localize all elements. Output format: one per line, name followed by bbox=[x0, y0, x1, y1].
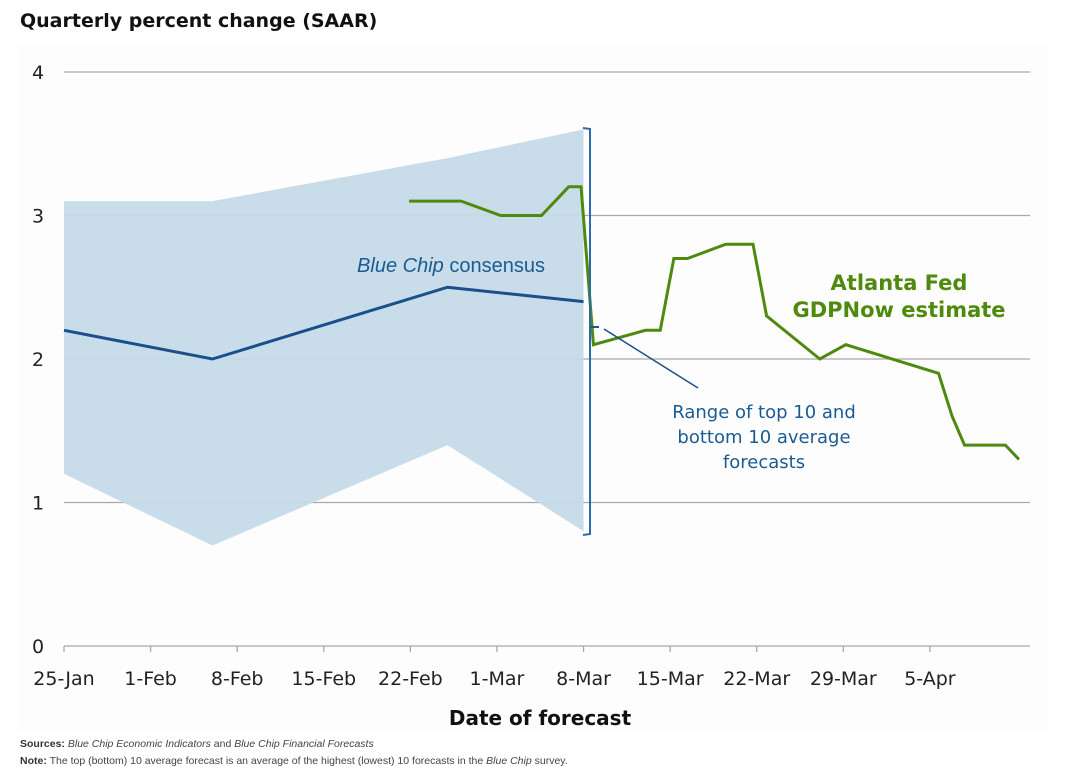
annotations: Blue Chip consensus Atlanta Fed GDPNow e… bbox=[357, 127, 1006, 536]
chart-title: Quarterly percent change (SAAR) bbox=[20, 10, 378, 32]
consensus-text: consensus bbox=[444, 255, 545, 277]
note-label: Note: bbox=[20, 755, 47, 767]
x-axis-title: Date of forecast bbox=[449, 706, 632, 730]
blue-chip-consensus-label: Blue Chip consensus bbox=[357, 255, 545, 277]
x-tick-label: 15-Feb bbox=[291, 668, 356, 690]
range-band-area bbox=[64, 129, 584, 546]
series-lines bbox=[63, 185, 1021, 461]
x-axis: 25-Jan 1-Feb 8-Feb 15-Feb 22-Feb 1-Mar 8-Mar 15… bbox=[33, 645, 1030, 690]
blue-chip-consensus-line bbox=[63, 285, 584, 361]
x-tick-label: 22-Mar bbox=[723, 668, 790, 690]
y-tick-label: 2 bbox=[32, 349, 44, 371]
range-leader-line bbox=[603, 328, 699, 389]
sources-and: and bbox=[210, 738, 235, 750]
x-tick-label: 5-Apr bbox=[904, 668, 956, 690]
sources-note: Sources: Blue Chip Economic Indicators a… bbox=[20, 738, 374, 750]
note-italic: Blue Chip bbox=[486, 755, 532, 767]
y-tick-label: 0 bbox=[32, 636, 44, 658]
y-tick-label: 1 bbox=[32, 493, 44, 515]
x-tick-label: 29-Mar bbox=[810, 668, 877, 690]
range-band-layer bbox=[64, 129, 584, 546]
range-label-line1: Range of top 10 and bbox=[672, 402, 856, 423]
x-tick-label: 25-Jan bbox=[33, 668, 94, 690]
footnote: Note: The top (bottom) 10 average foreca… bbox=[20, 755, 568, 767]
note-text: The top (bottom) 10 average forecast is … bbox=[46, 755, 487, 767]
range-label-line2: bottom 10 average bbox=[677, 427, 850, 448]
x-tick-label: 22-Feb bbox=[378, 668, 443, 690]
sources-title-1: Blue Chip Economic Indicators bbox=[67, 738, 211, 750]
gdpnow-label-line1: Atlanta Fed bbox=[831, 271, 968, 295]
y-tick-labels: 0 1 2 3 4 bbox=[32, 62, 44, 658]
range-bracket bbox=[582, 127, 591, 536]
y-tick-label: 4 bbox=[32, 62, 44, 84]
x-tick-label: 8-Mar bbox=[556, 668, 611, 690]
y-tick-label: 3 bbox=[32, 206, 44, 228]
x-tick-label: 8-Feb bbox=[211, 668, 264, 690]
sources-title-2: Blue Chip Financial Forecasts bbox=[234, 738, 374, 750]
blue-chip-italic: Blue Chip bbox=[357, 255, 444, 277]
x-tick-label: 15-Mar bbox=[637, 668, 704, 690]
x-tick-label: 1-Mar bbox=[470, 668, 525, 690]
note-end: survey. bbox=[531, 755, 568, 767]
sources-label: Sources: bbox=[20, 738, 65, 750]
range-label-line3: forecasts bbox=[723, 452, 805, 473]
x-tick-label: 1-Feb bbox=[124, 668, 177, 690]
gdpnow-label-line2: GDPNow estimate bbox=[792, 298, 1005, 322]
